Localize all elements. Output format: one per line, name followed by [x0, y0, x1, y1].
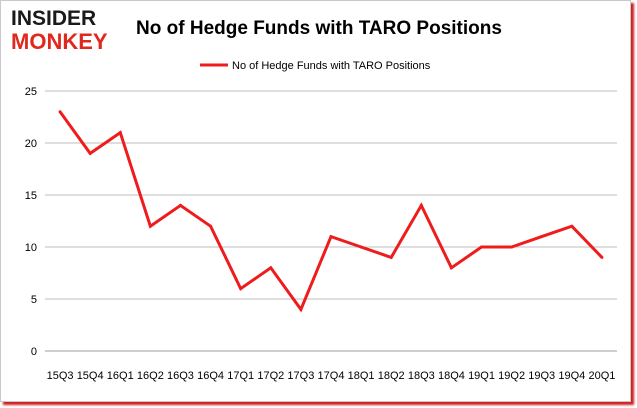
logo-line-1: INSIDER — [11, 7, 96, 30]
data-point — [480, 245, 484, 249]
chart-container: INSIDER MONKEY No of Hedge Funds with TA… — [0, 0, 631, 402]
y-tick-label: 0 — [31, 346, 37, 358]
data-point — [510, 245, 514, 249]
x-tick-label: 17Q3 — [287, 370, 314, 382]
x-tick-label: 16Q1 — [107, 370, 134, 382]
x-tick-label: 15Q3 — [47, 370, 74, 382]
data-point — [600, 255, 604, 259]
data-point — [570, 224, 574, 228]
x-tick-label: 18Q2 — [378, 370, 405, 382]
x-axis: 15Q3 15Q4 16Q1 16Q2 16Q3 16Q4 17Q1 17Q2 17Q3 17Q4… — [47, 370, 616, 382]
x-tick-label: 19Q1 — [468, 370, 495, 382]
x-tick-label: 20Q1 — [588, 370, 615, 382]
data-point — [449, 266, 453, 270]
chart-title: No of Hedge Funds with TARO Positions — [136, 18, 502, 39]
x-tick-label: 17Q4 — [318, 370, 345, 382]
data-point — [88, 151, 92, 155]
x-tick-label: 16Q2 — [137, 370, 164, 382]
y-tick-label: 10 — [25, 242, 37, 254]
hedge-fund-chart: INSIDER MONKEY No of Hedge Funds with TA… — [11, 7, 617, 382]
x-tick-label: 17Q2 — [257, 370, 284, 382]
legend-label: No of Hedge Funds with TARO Positions — [232, 60, 431, 72]
x-tick-label: 15Q4 — [77, 370, 104, 382]
data-point — [148, 224, 152, 228]
series-line — [58, 110, 604, 313]
x-tick-label: 16Q3 — [167, 370, 194, 382]
x-tick-label: 19Q3 — [528, 370, 555, 382]
data-point — [178, 203, 182, 207]
x-tick-label: 18Q1 — [348, 370, 375, 382]
data-point — [299, 307, 303, 311]
series — [58, 110, 604, 313]
x-tick-label: 19Q4 — [558, 370, 585, 382]
data-point — [419, 203, 423, 207]
data-point — [209, 224, 213, 228]
data-point — [269, 266, 273, 270]
y-tick-label: 25 — [25, 86, 37, 98]
data-point — [239, 287, 243, 291]
data-point — [389, 255, 393, 259]
y-axis: 0 5 10 15 20 25 — [25, 86, 37, 358]
data-point — [540, 235, 544, 239]
x-tick-label: 18Q3 — [408, 370, 435, 382]
y-tick-label: 15 — [25, 190, 37, 202]
data-point — [118, 131, 122, 135]
data-point — [329, 235, 333, 239]
legend: No of Hedge Funds with TARO Positions — [200, 60, 431, 72]
logo-line-2: MONKEY — [11, 29, 108, 54]
x-tick-label: 17Q1 — [227, 370, 254, 382]
data-point — [58, 110, 62, 114]
x-tick-label: 19Q2 — [498, 370, 525, 382]
y-tick-label: 5 — [31, 294, 37, 306]
x-tick-label: 16Q4 — [197, 370, 224, 382]
data-point — [359, 245, 363, 249]
y-tick-label: 20 — [25, 138, 37, 150]
x-tick-label: 18Q4 — [438, 370, 465, 382]
grid — [45, 90, 617, 352]
insider-monkey-logo: INSIDER MONKEY — [11, 7, 108, 54]
